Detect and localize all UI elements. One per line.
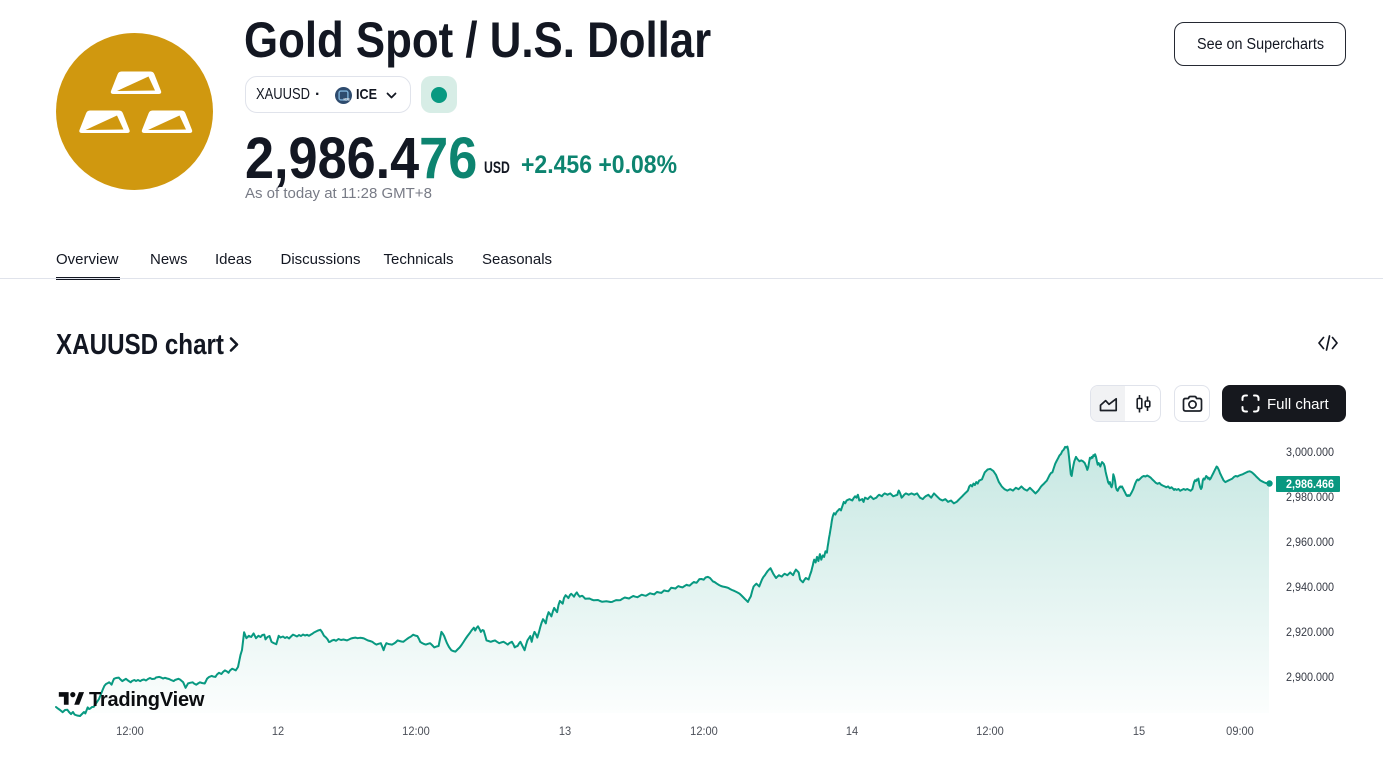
svg-text:ICE: ICE xyxy=(344,97,351,101)
